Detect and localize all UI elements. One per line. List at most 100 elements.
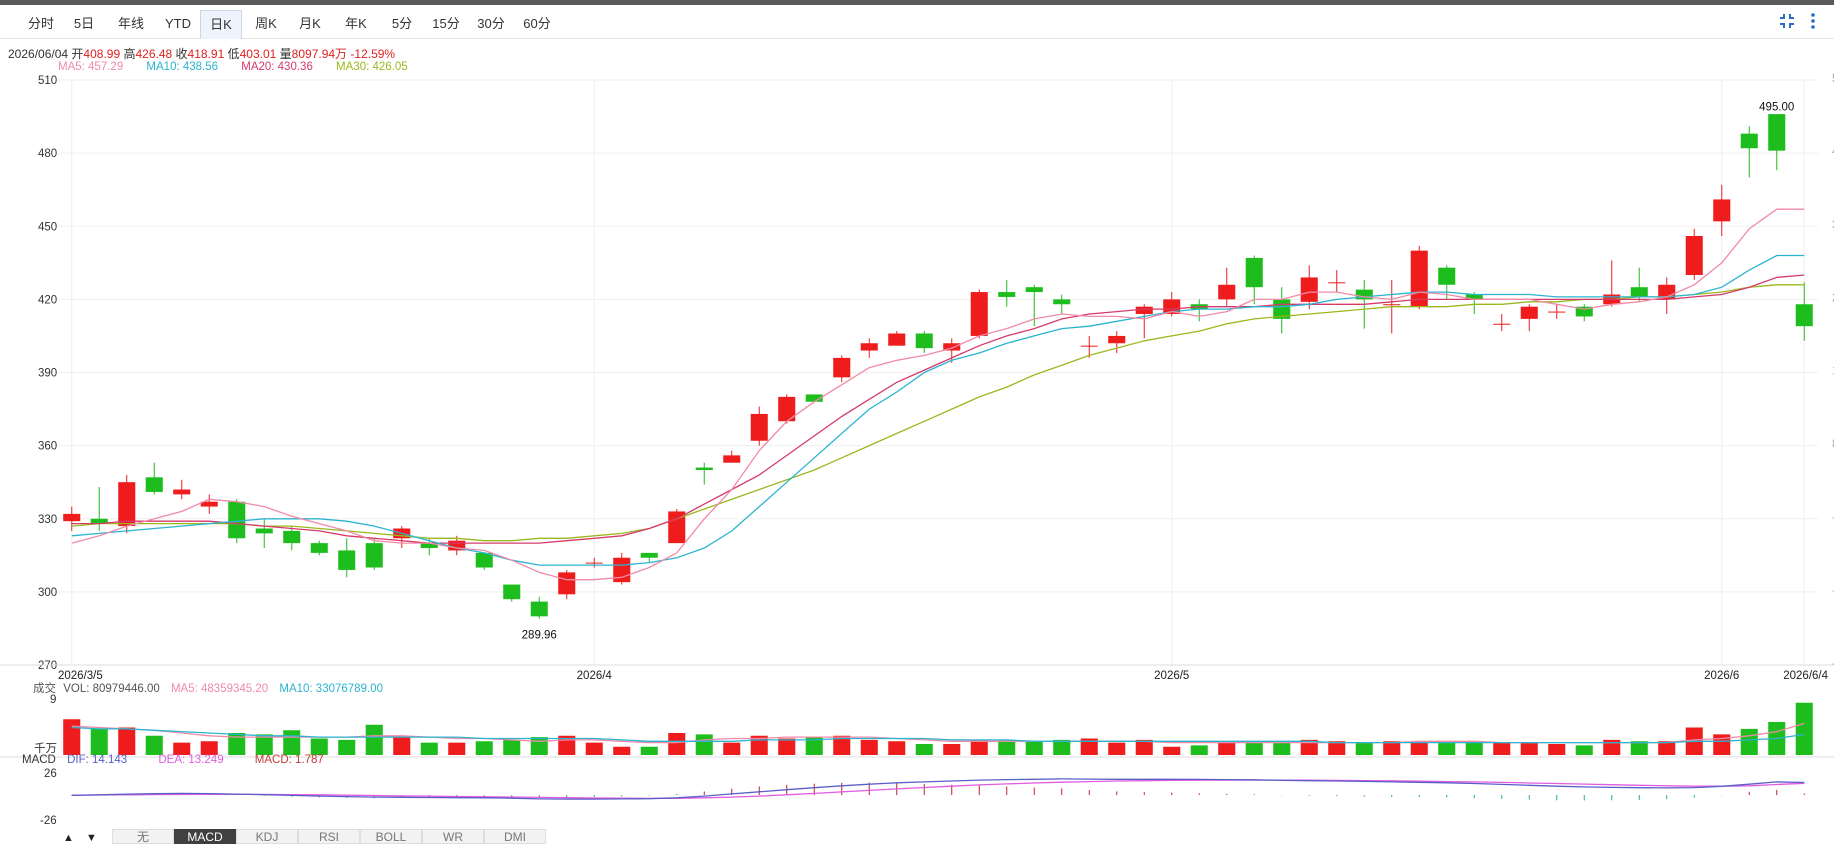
candle-body [90,518,108,524]
volume-bar [1163,746,1181,755]
volume-bar [475,741,493,755]
candle-body [1300,277,1318,302]
y-tick-label: 390 [38,368,57,380]
volume-bar [1245,742,1263,755]
scroll-down-arrow[interactable]: ▼ [86,832,97,844]
volume-bar [1355,742,1373,755]
tab-15min[interactable]: 15分 [432,16,460,31]
volume-bar [668,733,686,755]
candle-body [943,343,961,351]
macd-axis-bottom: -26 [40,815,57,827]
candle-body [1740,133,1758,149]
candle-body [503,584,521,600]
y-tick-label: 510 [38,75,57,87]
tab-weekly-k[interactable]: 周K [255,16,277,31]
ma-info-row: MA5: 457.29 MA10: 438.56 MA20: 430.36 MA… [58,61,408,73]
volume-bar [613,746,631,755]
candle-body [1108,335,1126,344]
volume-bar [448,742,466,755]
indicator-tab-none[interactable]: 无 [112,829,174,844]
indicator-tab-boll[interactable]: BOLL [360,829,422,844]
indicator-tab-kdj[interactable]: KDJ [236,829,298,844]
candle-body [530,601,548,617]
candle-body [1053,299,1071,305]
candle-body [255,528,273,534]
volume-bar [173,742,191,755]
tab-fenshi[interactable]: 分时 [27,16,54,31]
candle-body [860,343,878,351]
ma10-line [71,254,1805,566]
macd-dea: DEA: 13.249 [158,754,224,766]
pct-tick-label: -19% [1832,658,1834,670]
tab-30min[interactable]: 30分 [477,16,505,31]
indicator-tab-wr[interactable]: WR [422,829,484,844]
candle-body [1713,199,1731,222]
volume-value: VOL: 80979446.00 [63,683,160,695]
price-annotation: 495.00 [1759,102,1794,114]
macd-dif: DIF: 14.143 [67,754,128,766]
ma10-info: MA10: 438.56 [146,61,219,73]
close-value: 418.91 [187,47,225,61]
volume-bar [1218,742,1236,755]
pct-tick-label: -1% [1832,512,1834,524]
tab-year-line[interactable]: 年线 [117,16,144,31]
candle-body [668,511,686,544]
tab-5min[interactable]: 5分 [391,16,413,31]
candle-body [1135,306,1153,314]
volume-bar [805,737,823,755]
volume-bar [228,733,246,755]
volume-bar [1025,741,1043,755]
volume-bar [63,719,81,755]
volume-bar [778,738,796,755]
candle-body [998,292,1016,297]
compress-icon[interactable] [1776,12,1798,36]
candle-body [750,413,768,441]
volume-bar [118,727,136,755]
candle-body [1383,304,1401,306]
candle-body [778,396,796,422]
volume-bar [338,739,356,755]
volume-bar [1108,742,1126,755]
volume-bar [1520,742,1538,755]
candle-body [1218,284,1236,300]
candle-body [200,501,218,507]
tab-5day[interactable]: 5日 [73,16,95,31]
volume-bar [1713,734,1731,755]
y-tick-label: 360 [38,441,57,453]
indicator-tab-macd[interactable]: MACD [174,829,236,844]
scroll-up-arrow[interactable]: ▲ [63,832,74,844]
candle-body [1575,306,1593,317]
ohlc-info-row: 2026/06/04 开408.99 高426.48 收418.91 低403.… [8,45,395,62]
ma5-info: MA5: 457.29 [58,61,124,73]
pct-tick-label: 26% [1832,292,1834,304]
indicator-tab-dmi[interactable]: DMI [484,829,546,844]
volume-bar [1300,739,1318,755]
dea-line [71,779,1805,800]
volume-bar [503,739,521,755]
low-value: 403.01 [239,47,277,61]
close-label: 收 [175,47,188,61]
volume-bar [970,739,988,755]
volume-bar [1438,742,1456,755]
candle-body [118,482,136,527]
ma30-line [71,284,1805,542]
ma30-info: MA30: 426.05 [336,61,408,73]
tab-ytd[interactable]: YTD [165,16,191,31]
tab-daily-k[interactable]: 日K [200,10,242,39]
tab-monthly-k[interactable]: 月K [299,16,321,31]
volume-bar [1658,741,1676,755]
more-vertical-icon[interactable] [1806,12,1820,36]
candle-body [888,333,906,346]
candle-body [310,543,328,553]
tab-yearly-k[interactable]: 年K [345,16,367,31]
y-tick-label: 480 [38,148,57,160]
candle-body [365,543,383,568]
volume-bar [860,739,878,755]
dif-line [71,778,1805,800]
volume-bar [393,737,411,755]
candle-body [915,333,933,349]
tab-60min[interactable]: 60分 [523,16,551,31]
indicator-tab-rsi[interactable]: RSI [298,829,360,844]
candle-body [558,572,576,595]
